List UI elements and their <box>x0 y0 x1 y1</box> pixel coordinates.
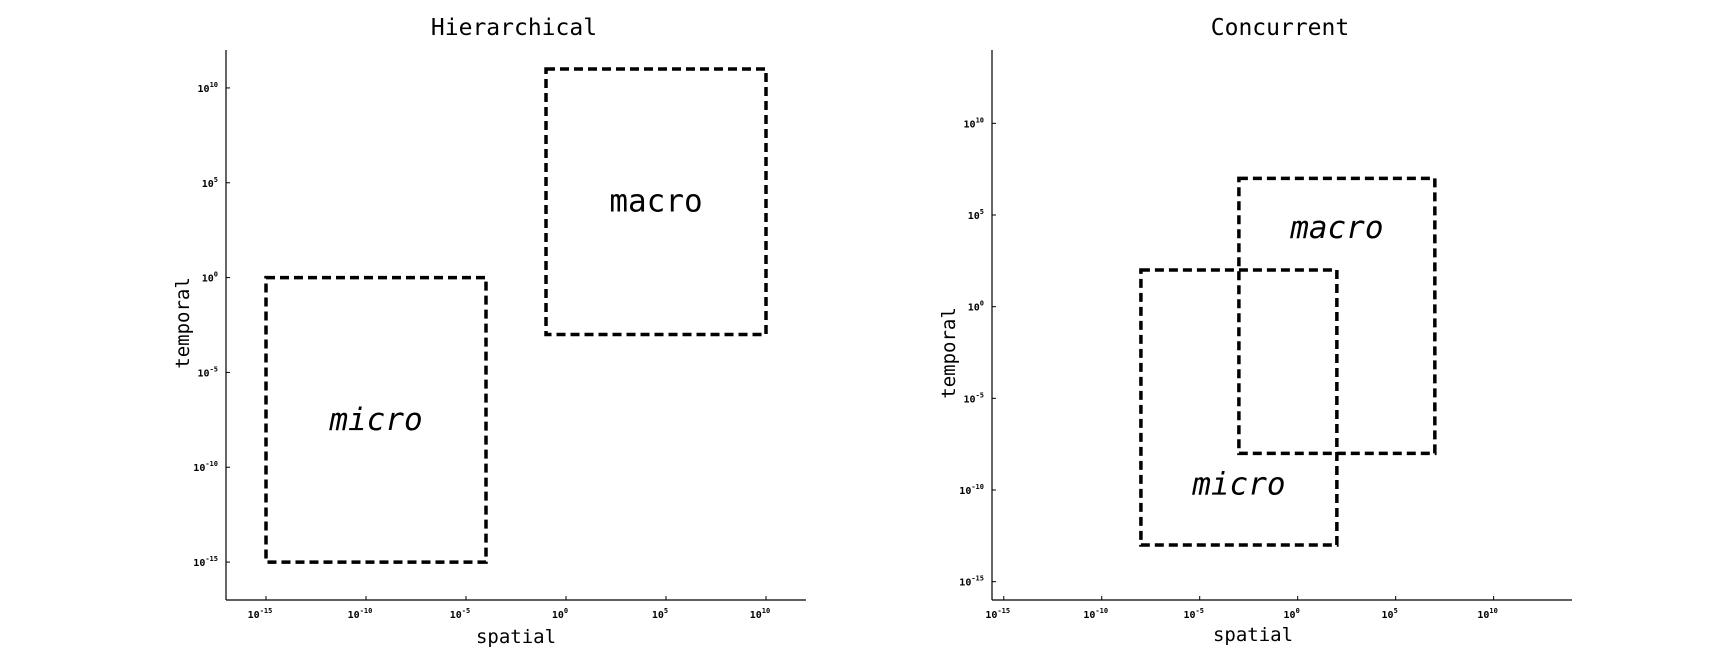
x-ticks: 10-15 10-10 10-5 100 105 1010 <box>985 596 1498 621</box>
panel-title: Hierarchical <box>431 15 597 41</box>
x-tick-label: 105 <box>652 607 668 621</box>
y-tick-label: 10-15 <box>193 555 218 569</box>
x-tick-label-base: 10 <box>1284 610 1296 621</box>
region-micro-label: micro <box>328 402 422 438</box>
x-tick-label-exp: 10 <box>762 607 770 615</box>
x-axis-label: spatial <box>476 626 556 648</box>
y-tick-label-exp: -10 <box>971 483 984 491</box>
regions: macro micro <box>264 67 768 564</box>
x-tick-label-base: 10 <box>450 610 462 621</box>
x-tick-label-base: 10 <box>552 610 564 621</box>
y-tick-label-exp: -10 <box>205 460 218 468</box>
y-tick-label-base: 10 <box>193 558 205 569</box>
x-tick-label-exp: 0 <box>564 607 568 615</box>
y-tick-label-base: 10 <box>193 463 205 474</box>
x-tick-label-base: 10 <box>1183 610 1195 621</box>
y-tick-label-base: 10 <box>198 368 210 379</box>
x-tick-label-base: 10 <box>1477 610 1489 621</box>
y-tick-label-base: 10 <box>198 84 210 95</box>
x-tick-label: 10-5 <box>450 607 470 621</box>
y-tick-label: 10-15 <box>959 575 984 589</box>
y-tick-label: 1010 <box>198 81 218 95</box>
y-tick-label-exp: 10 <box>976 116 984 124</box>
y-tick-label-exp: 0 <box>214 271 218 279</box>
panel-hierarchical: Hierarchical 10-15 10-10 10-5 100 105 1010 10… <box>172 15 806 648</box>
x-tick-label-exp: 0 <box>1296 607 1300 615</box>
x-ticks: 10-15 10-10 10-5 100 105 1010 <box>248 596 770 621</box>
x-tick-label-base: 10 <box>1083 610 1095 621</box>
y-tick-label-base: 10 <box>959 578 971 589</box>
y-tick-label-exp: 10 <box>210 81 218 89</box>
region-macro-label: macro <box>1289 210 1383 246</box>
y-tick-label: 10-5 <box>198 365 218 379</box>
y-tick-label-base: 10 <box>202 179 214 190</box>
x-tick-label-exp: -5 <box>1196 607 1204 615</box>
x-tick-label-exp: -5 <box>462 607 470 615</box>
region-micro-label: micro <box>1191 467 1285 503</box>
x-tick-label-base: 10 <box>985 610 997 621</box>
y-tick-label: 10-5 <box>964 391 984 405</box>
x-tick-label-exp: 5 <box>1394 607 1398 615</box>
y-tick-label-exp: 0 <box>980 300 984 308</box>
y-tick-label-exp: -5 <box>976 391 984 399</box>
x-axis-label: spatial <box>1213 624 1293 646</box>
x-tick-label-base: 10 <box>750 610 762 621</box>
y-tick-label: 10-10 <box>193 460 218 474</box>
y-tick-label: 105 <box>968 208 984 222</box>
y-tick-label-exp: -5 <box>210 365 218 373</box>
x-tick-label: 10-10 <box>1083 607 1108 621</box>
x-tick-label-exp: -10 <box>360 607 373 615</box>
y-tick-label-base: 10 <box>968 211 980 222</box>
x-tick-label: 100 <box>1284 607 1300 621</box>
y-tick-label-exp: 5 <box>214 176 218 184</box>
y-tick-label-base: 10 <box>959 486 971 497</box>
region-macro-box <box>544 67 768 337</box>
y-axis-label: temporal <box>938 307 960 399</box>
x-tick-label: 1010 <box>750 607 770 621</box>
y-tick-label: 100 <box>202 271 218 285</box>
x-tick-label-base: 10 <box>652 610 664 621</box>
y-tick-label-base: 10 <box>202 274 214 285</box>
x-tick-label-base: 10 <box>1382 610 1394 621</box>
x-tick-label: 100 <box>552 607 568 621</box>
y-tick-label-exp: -15 <box>205 555 218 563</box>
region-micro-box <box>1139 268 1339 547</box>
y-axis-label: temporal <box>172 277 194 369</box>
x-tick-label-base: 10 <box>248 610 260 621</box>
region-macro-label: macro <box>609 184 702 220</box>
x-tick-label-exp: 10 <box>1489 607 1497 615</box>
y-tick-label-base: 10 <box>964 119 976 130</box>
x-tick-label: 10-15 <box>248 607 273 621</box>
x-tick-label-base: 10 <box>348 610 360 621</box>
x-tick-label-exp: -15 <box>260 607 273 615</box>
y-tick-label: 100 <box>968 300 984 314</box>
regions: macro micro <box>1139 176 1437 547</box>
y-tick-label: 10-10 <box>959 483 984 497</box>
x-tick-label-exp: -15 <box>997 607 1010 615</box>
panel-title: Concurrent <box>1211 15 1349 41</box>
panel-concurrent: Concurrent 10-15 10-10 10-5 100 105 1010 1010… <box>938 15 1572 646</box>
y-tick-label-base: 10 <box>964 394 976 405</box>
x-tick-label: 1010 <box>1477 607 1497 621</box>
y-tick-label-exp: -15 <box>971 575 984 583</box>
x-tick-label-exp: -10 <box>1095 607 1108 615</box>
y-tick-label: 1010 <box>964 116 984 130</box>
y-tick-label: 105 <box>202 176 218 190</box>
y-tick-label-base: 10 <box>968 303 980 314</box>
x-tick-label-exp: 5 <box>664 607 668 615</box>
x-tick-label: 10-5 <box>1183 607 1203 621</box>
y-tick-label-exp: 5 <box>980 208 984 216</box>
x-tick-label: 10-15 <box>985 607 1010 621</box>
x-tick-label: 105 <box>1382 607 1398 621</box>
x-tick-label: 10-10 <box>348 607 373 621</box>
